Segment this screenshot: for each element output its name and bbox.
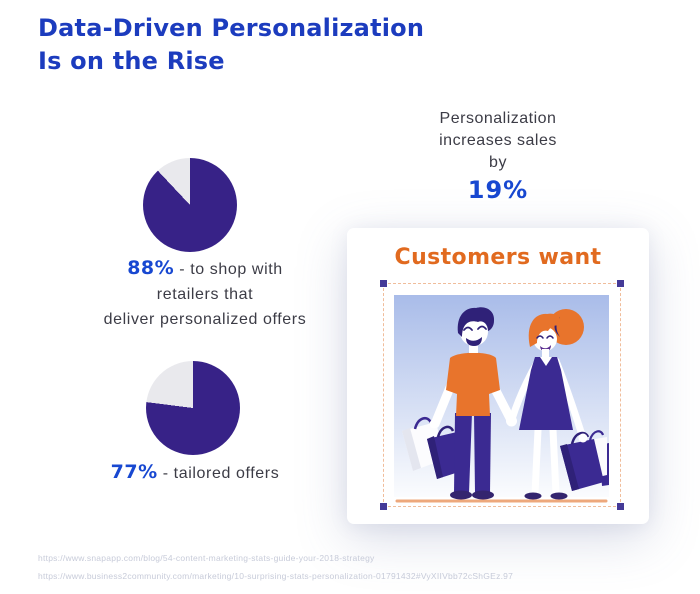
page-title-line1: Data-Driven Personalization xyxy=(38,14,425,42)
sales-increase-note: Personalization increases sales by 19% xyxy=(398,108,598,204)
stat-caption-88: 88% - to shop with retailers that delive… xyxy=(30,256,380,332)
card-heading: Customers want xyxy=(394,245,602,270)
sales-increase-value: 19% xyxy=(467,176,529,204)
source-url-1: https://www.snapapp.com/blog/54-content-… xyxy=(38,553,375,563)
shopping-couple-illustration xyxy=(394,295,609,503)
selection-handle-bottom-left[interactable] xyxy=(380,503,387,510)
stat-value-88: 88% xyxy=(127,257,175,279)
stat-caption-88-line3: deliver personalized offers xyxy=(103,311,307,328)
page-title: Data-Driven Personalization Is on the Ri… xyxy=(38,12,518,78)
page-title-line2: Is on the Rise xyxy=(38,47,225,75)
pie-chart-88 xyxy=(143,158,237,252)
source-url-2: https://www.business2community.com/marke… xyxy=(38,571,514,581)
selection-handle-top-left[interactable] xyxy=(380,280,387,287)
customers-want-card: Customers want xyxy=(347,228,649,524)
selection-handle-bottom-right[interactable] xyxy=(617,503,624,510)
stat-value-77: 77% xyxy=(110,461,158,483)
sources: https://www.snapapp.com/blog/54-content-… xyxy=(38,549,678,585)
stat-caption-77: 77% - tailored offers xyxy=(110,461,280,483)
selection-box xyxy=(380,280,624,510)
pie-chart-77 xyxy=(146,361,240,455)
selection-handle-top-right[interactable] xyxy=(617,280,624,287)
stat-caption-88-line1: 88% - to shop with xyxy=(127,257,283,279)
stat-caption-88-line2: retailers that xyxy=(156,286,254,303)
